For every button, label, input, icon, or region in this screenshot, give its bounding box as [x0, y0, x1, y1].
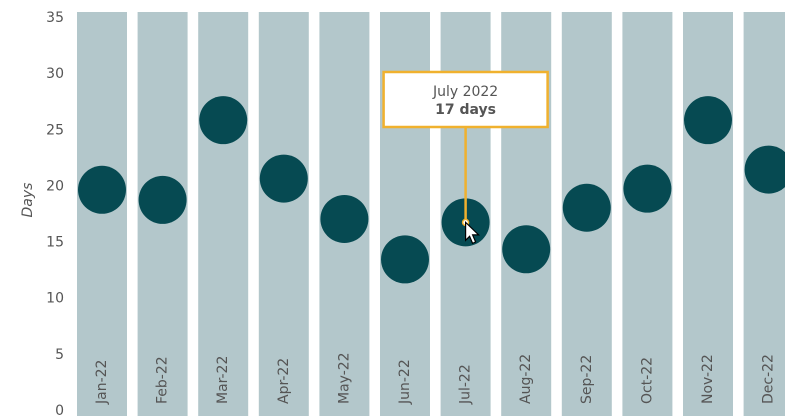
column-bg	[622, 12, 673, 416]
column-bg	[258, 12, 309, 416]
dot	[199, 96, 248, 145]
x-tick-label: Sep-22	[579, 355, 595, 404]
dot	[623, 164, 672, 213]
tooltip-title: July 2022	[432, 84, 498, 100]
dot	[744, 145, 785, 194]
x-tick-label: May-22	[336, 352, 352, 404]
x-tick-label: Jan-22	[94, 360, 110, 405]
tooltip: July 2022 17 days	[382, 70, 549, 227]
dot	[684, 96, 732, 145]
x-tick-label: Nov-22	[700, 354, 716, 404]
x-tick-label: Aug-22	[518, 354, 534, 404]
dot	[138, 175, 187, 224]
y-tick-label: 5	[55, 347, 64, 363]
x-tick-label: Dec-22	[761, 354, 777, 404]
dot	[320, 194, 369, 243]
column-bg	[77, 12, 127, 416]
tooltip-box	[382, 70, 549, 129]
dot	[259, 154, 308, 203]
dot	[562, 183, 611, 232]
x-tick-label: Jun-22	[397, 359, 413, 405]
y-tick-label: 0	[55, 403, 64, 416]
x-tick-label: Oct-22	[639, 357, 655, 404]
x-tick-label: Apr-22	[276, 358, 292, 404]
y-tick-label: 35	[46, 10, 64, 26]
y-axis-label: Days	[20, 183, 36, 218]
column-bg	[743, 12, 785, 416]
column-bg	[683, 12, 733, 416]
y-tick-label: 20	[46, 178, 64, 194]
y-tick-label: 25	[46, 122, 64, 138]
column-bg	[198, 12, 249, 416]
x-tick-label: Mar-22	[215, 356, 231, 404]
cursor	[465, 220, 481, 245]
y-tick-label: 15	[46, 235, 64, 251]
dot	[502, 225, 551, 274]
x-tick-label: Jul-22	[458, 364, 474, 405]
dot	[78, 165, 126, 214]
dot	[381, 235, 429, 284]
x-tick-label: Feb-22	[155, 356, 171, 404]
y-tick-label: 10	[46, 291, 64, 307]
y-tick-label: 30	[46, 66, 64, 82]
tooltip-label: 17 days	[435, 102, 496, 118]
